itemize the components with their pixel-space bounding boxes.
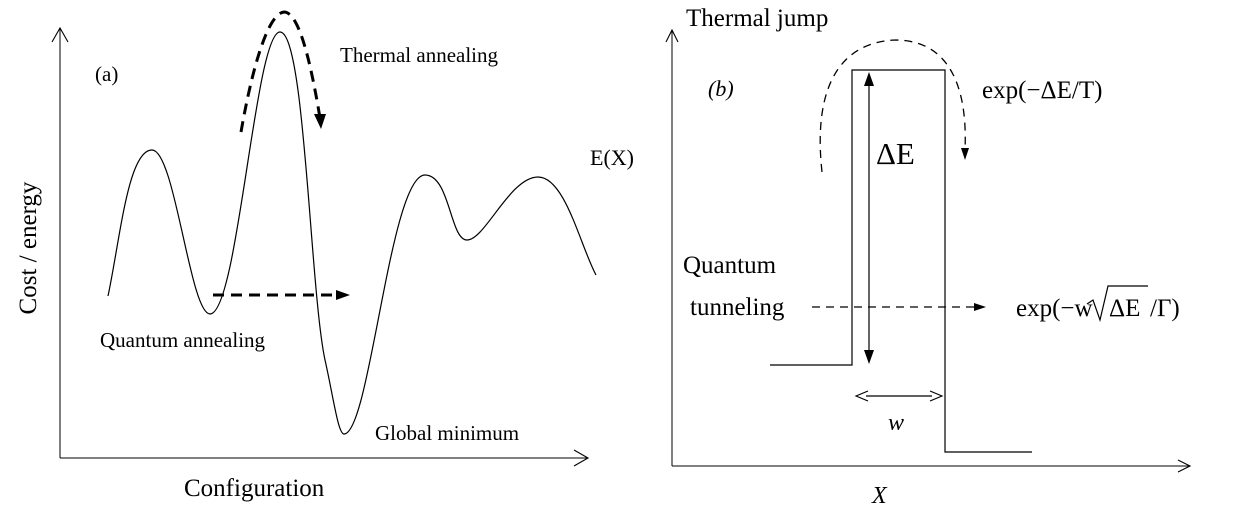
panel-a-tag: (a) [95,62,118,86]
thermal-jump-arrowhead [961,148,969,160]
potential-barrier [770,69,1032,453]
tunneling-rate-prefix: exp(−w [1016,295,1093,322]
panel-a-x-axis-arrowhead [573,449,590,467]
delta-e-arrowhead-bottom [864,350,874,364]
panel-b-y-axis-arrowhead [665,28,679,43]
tunneling-label-line2: tunneling [690,294,785,321]
panel-b-y-axis-label: E(X) [590,145,634,170]
tunneling-rate-formula: exp(−w ΔE /Γ) [1016,285,1180,323]
panel-a: (a) Thermal annealing Quantum annealing … [15,10,597,502]
global-minimum-label: Global minimum [375,421,519,445]
panel-b-x-axis-label: X [871,483,888,507]
quantum-annealing-arrowhead [336,290,350,300]
panel-a-x-axis-label: Configuration [184,475,325,502]
thermal-annealing-path [239,10,322,133]
thermal-jump-path [819,39,966,173]
quantum-annealing-label: Quantum annealing [100,328,266,352]
width-label: w [888,410,904,436]
panel-a-y-axis-label: Cost / energy [15,181,42,314]
tunneling-label-line1: Quantum [683,252,777,279]
thermal-rate-formula: exp(−ΔE/T) [982,77,1102,104]
panel-b-tag: (b) [708,76,734,101]
thermal-annealing-arrowhead [314,114,326,129]
delta-e-arrowhead-top [864,72,874,86]
energy-landscape-curve [107,31,597,435]
panel-a-axes [51,26,590,467]
tunneling-arrowhead [974,303,986,311]
panel-a-y-axis-arrowhead [51,26,69,43]
delta-e-label: ΔE [876,136,915,171]
thermal-jump-label: Thermal jump [686,5,828,32]
sqrt-sign [1086,285,1148,323]
panel-b-axes [665,28,1192,473]
tunneling-rate-suffix: /Γ) [1150,295,1180,322]
tunneling-rate-radicand: ΔE [1109,295,1140,322]
panel-b: Thermal jump (b) E(X) ΔE w X Quantum tun… [590,5,1192,507]
width-arrowhead-right [929,390,944,402]
thermal-annealing-label: Thermal annealing [340,43,499,67]
width-arrowhead-left [854,390,869,402]
panel-b-x-axis-arrowhead [1177,459,1192,473]
